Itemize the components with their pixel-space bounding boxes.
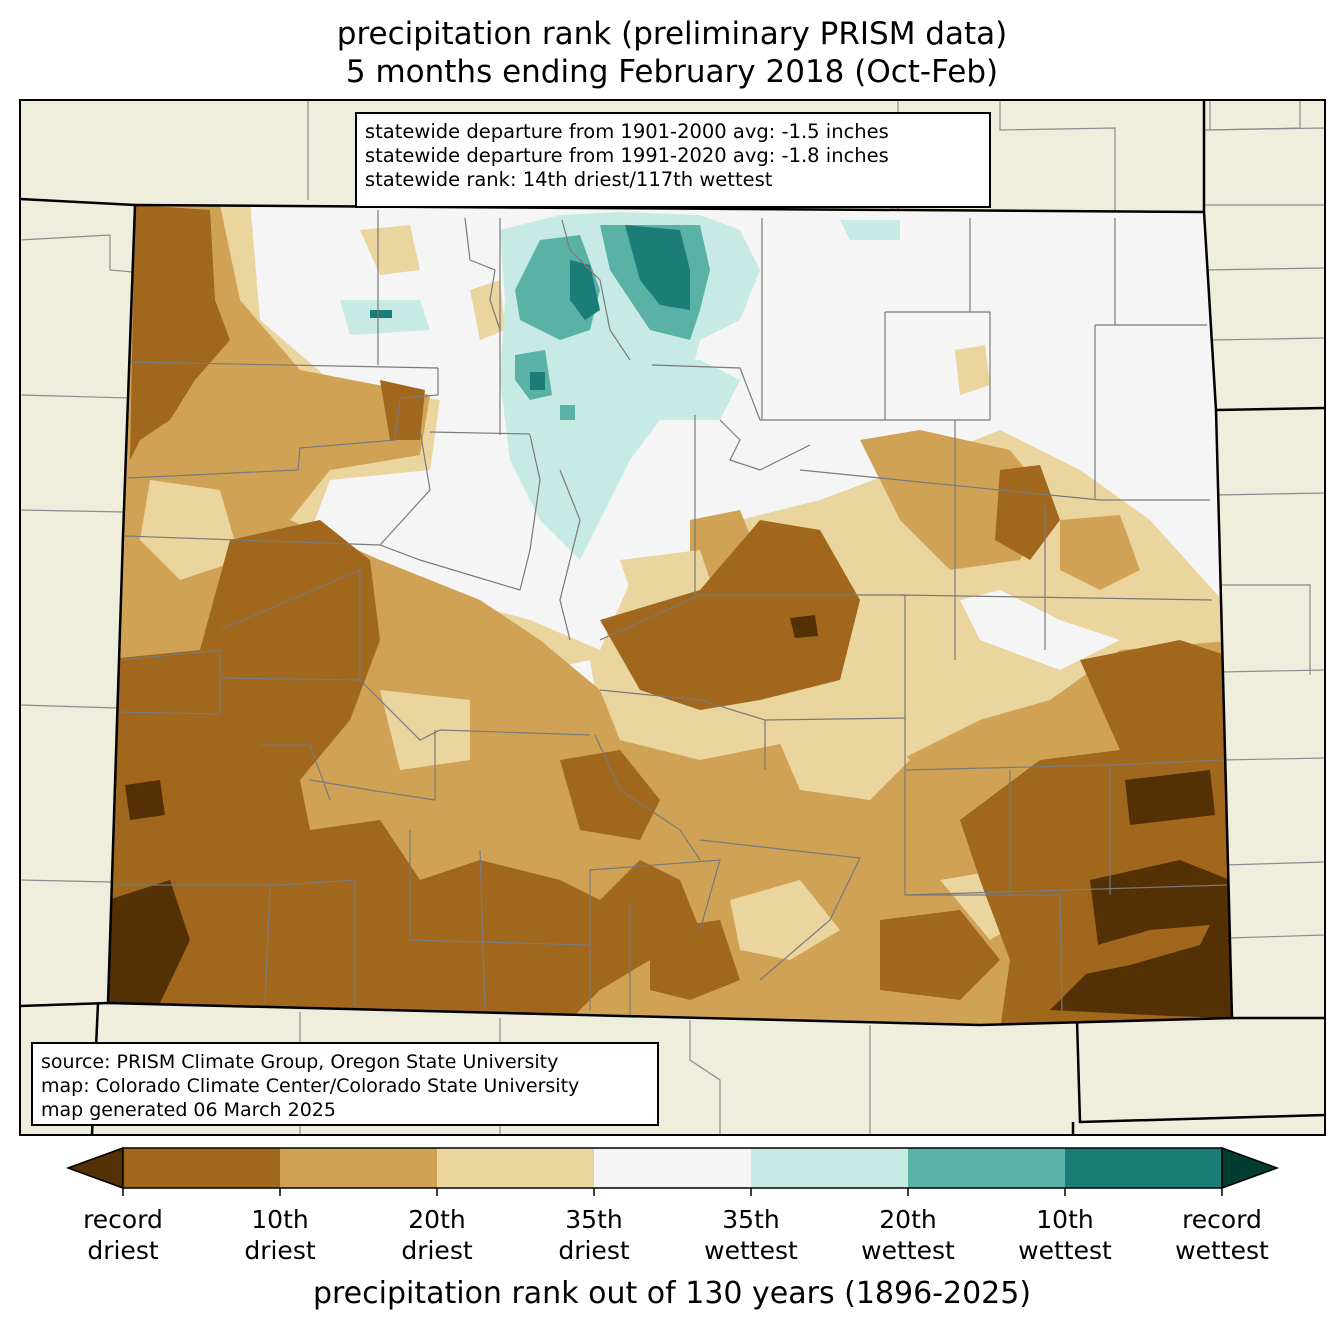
map-title-line1: precipitation rank (preliminary PRISM da… [336, 16, 1008, 52]
colorbar-tick-label: 20th driest [401, 1205, 473, 1265]
colorbar-tick-label: 35th wettest [704, 1205, 798, 1265]
colorbar-tick-label: record driest [83, 1205, 163, 1265]
colorbar-segment-2 [280, 1148, 437, 1188]
colorbar-extend-dry [65, 1146, 124, 1190]
colorbar [65, 1146, 1280, 1196]
colorbar-tick-label: 10th wettest [1018, 1205, 1112, 1265]
statewide-stats-box: statewide departure from 1901-2000 avg: … [355, 112, 991, 208]
colorado-rank-fill [108, 205, 1232, 1025]
colorbar-tick-label: 20th wettest [861, 1205, 955, 1265]
colorbar-extend-wet [1221, 1146, 1280, 1190]
source-line-2: map: Colorado Climate Center/Colorado St… [41, 1075, 580, 1097]
source-line-3: map generated 06 March 2025 [41, 1099, 336, 1121]
colorbar-tick-label: record wettest [1175, 1205, 1269, 1265]
stats-line-2: statewide departure from 1991-2020 avg: … [365, 144, 889, 167]
colorbar-label: precipitation rank out of 130 years (189… [312, 1276, 1032, 1311]
colorbar-segment-1 [123, 1148, 280, 1188]
colorado-border [106, 203, 1234, 1027]
colorbar-tick-label: 35th driest [558, 1205, 630, 1265]
map-title-line2: 5 months ending February 2018 (Oct-Feb) [345, 54, 999, 90]
colorbar-segment-4 [594, 1148, 751, 1188]
colorbar-segment-6 [908, 1148, 1065, 1188]
county-lines [115, 210, 1229, 1015]
source-box: source: PRISM Climate Group, Oregon Stat… [31, 1042, 659, 1126]
colorbar-segment-3 [437, 1148, 594, 1188]
colorbar-tick-label: 10th driest [244, 1205, 316, 1265]
neighbor-county-lines [19, 100, 1326, 1135]
colorbar-segment-5 [751, 1148, 908, 1188]
map-frame-border [19, 99, 1326, 1136]
stats-line-1: statewide departure from 1901-2000 avg: … [365, 120, 889, 143]
source-line-1: source: PRISM Climate Group, Oregon Stat… [41, 1051, 559, 1073]
stats-line-3: statewide rank: 14th driest/117th wettes… [365, 168, 773, 191]
colorbar-segment-7 [1065, 1148, 1222, 1188]
